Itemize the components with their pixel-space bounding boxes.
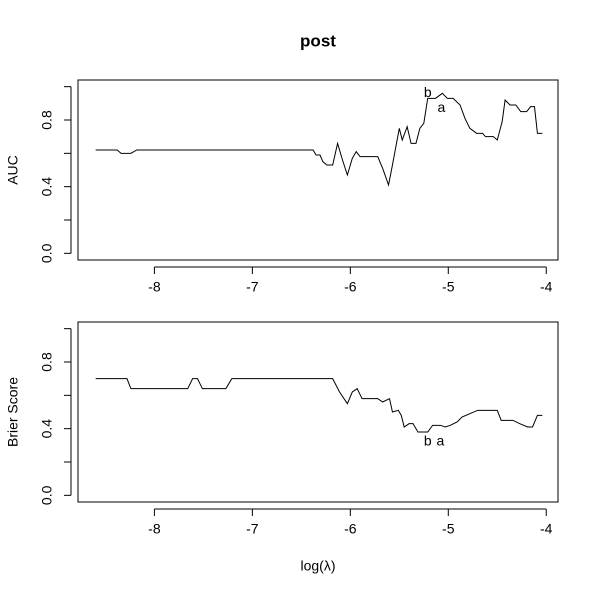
data-line [95, 378, 543, 433]
data-line [95, 92, 543, 187]
annotation: a [437, 433, 445, 449]
x-tick-label: -7 [246, 279, 259, 295]
plot-box [77, 321, 559, 503]
x-tick-label: -8 [148, 279, 161, 295]
annotation: b [424, 433, 432, 449]
annotation: b [424, 84, 432, 100]
x-tick-label: -6 [344, 279, 357, 295]
y-axis-label: AUC [5, 155, 21, 185]
x-axis-label: log(λ) [300, 558, 335, 574]
y-tick-label: 0.8 [39, 110, 55, 130]
annotation: a [438, 99, 446, 115]
x-tick-label: -6 [344, 521, 357, 537]
y-tick-label: 0.0 [39, 485, 55, 505]
plot-box [77, 79, 559, 261]
x-tick-label: -8 [148, 521, 161, 537]
x-tick-label: -4 [540, 279, 553, 295]
x-tick-label: -4 [540, 521, 553, 537]
x-tick-label: -5 [442, 521, 455, 537]
y-axis-label: Brier Score [5, 377, 21, 447]
y-tick-label: 0.4 [39, 177, 55, 197]
x-tick-label: -5 [442, 279, 455, 295]
x-tick-label: -7 [246, 521, 259, 537]
y-tick-label: 0.4 [39, 419, 55, 439]
y-tick-label: 0.0 [39, 243, 55, 263]
chart-title: post [300, 31, 336, 50]
y-tick-label: 0.8 [39, 352, 55, 372]
